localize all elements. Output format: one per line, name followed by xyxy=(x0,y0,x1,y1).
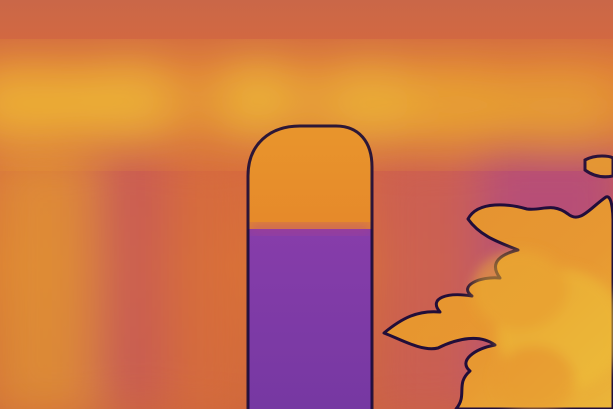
doorway xyxy=(246,124,374,409)
doorway-edge xyxy=(246,124,374,409)
doorway-lower-panel xyxy=(248,229,372,409)
foliage xyxy=(382,154,613,409)
window-band xyxy=(0,58,613,152)
foliage-leaf-top-right xyxy=(583,154,613,179)
doorway-upper-panel xyxy=(248,126,372,235)
